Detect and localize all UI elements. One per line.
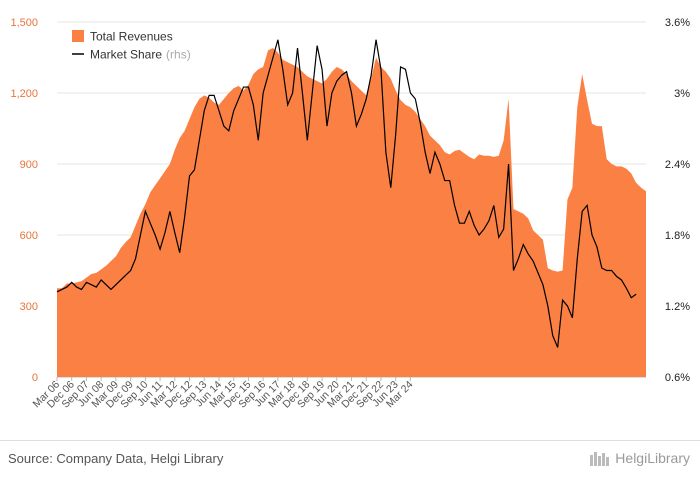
left-axis-ticks: 0 300 600 900 1,200 1,500 bbox=[10, 17, 38, 384]
right-tick-label: 3% bbox=[674, 88, 690, 100]
left-tick-label: 0 bbox=[32, 372, 38, 384]
left-tick-label: 900 bbox=[20, 159, 38, 171]
left-tick-label: 1,500 bbox=[10, 17, 38, 29]
legend: Total Revenues Market Share (rhs) bbox=[72, 30, 191, 62]
footer-divider bbox=[0, 440, 700, 441]
right-tick-label: 1.2% bbox=[665, 301, 690, 313]
market-share-line bbox=[56, 39, 637, 348]
brand-name: HelgiLibrary bbox=[615, 450, 690, 466]
total-revenues-area bbox=[57, 48, 646, 377]
right-tick-label: 0.6% bbox=[665, 372, 690, 384]
left-tick-label: 1,200 bbox=[10, 88, 38, 100]
right-tick-label: 3.6% bbox=[665, 17, 690, 29]
right-axis-ticks: 0.6% 1.2% 1.8% 2.4% 3% 3.6% bbox=[665, 17, 690, 384]
source-note: Source: Company Data, Helgi Library bbox=[8, 451, 224, 466]
legend-label-market-share: Market Share (rhs) bbox=[90, 48, 191, 62]
right-tick-label: 1.8% bbox=[665, 230, 690, 242]
legend-label-total-revenues: Total Revenues bbox=[90, 30, 173, 44]
legend-swatch-total-revenues bbox=[72, 30, 84, 42]
brand-logo[interactable]: HelgiLibrary bbox=[589, 450, 690, 466]
left-tick-label: 300 bbox=[20, 301, 38, 313]
library-icon bbox=[590, 452, 610, 466]
left-tick-label: 600 bbox=[20, 230, 38, 242]
chart: 0 300 600 900 1,200 1,500 0.6% 1.2% 1.8% 2.4% 3% 3… bbox=[10, 17, 690, 411]
right-tick-label: 2.4% bbox=[665, 159, 690, 171]
